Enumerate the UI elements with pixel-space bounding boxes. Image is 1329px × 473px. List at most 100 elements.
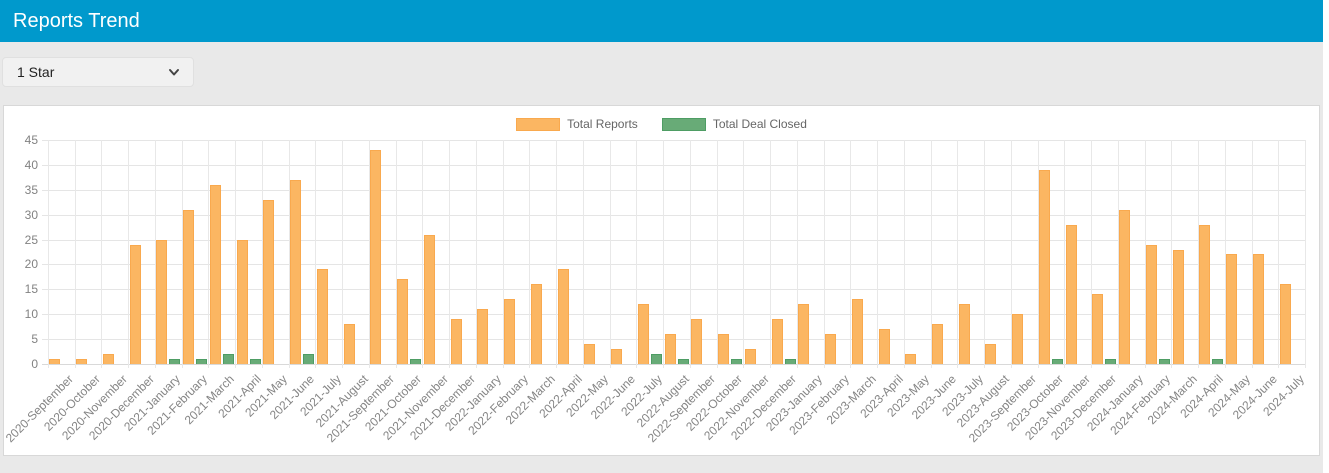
bar-total-reports[interactable] [263, 200, 275, 364]
bar-total-deal-closed[interactable] [650, 354, 662, 364]
bar-total-reports[interactable] [423, 235, 435, 364]
gridline-y [42, 240, 1305, 241]
bar-total-reports[interactable] [1226, 254, 1238, 364]
gridline-y [42, 190, 1305, 191]
bar-total-reports[interactable] [584, 344, 596, 364]
gridline-x [1064, 140, 1065, 368]
bar-total-reports[interactable] [236, 240, 248, 364]
gridline-y [42, 289, 1305, 290]
bar-total-reports[interactable] [370, 150, 382, 364]
bar-total-reports[interactable] [1119, 210, 1131, 364]
gridline-x [743, 140, 744, 368]
gridline-x [984, 140, 985, 368]
bar-total-reports[interactable] [1038, 170, 1050, 364]
bar-total-reports[interactable] [851, 299, 863, 364]
y-axis-tick-label: 30 [24, 208, 38, 222]
gridline-x [262, 140, 263, 368]
legend-label: Total Reports [567, 117, 638, 131]
bar-total-deal-closed[interactable] [1212, 359, 1224, 364]
gridline-x [422, 140, 423, 368]
bar-total-reports[interactable] [557, 269, 569, 364]
gridline-x [369, 140, 370, 368]
bar-total-reports[interactable] [49, 359, 61, 364]
bar-total-reports[interactable] [209, 185, 221, 364]
legend-item-total-reports[interactable]: Total Reports [516, 117, 638, 131]
gridline-y [42, 165, 1305, 166]
bar-total-deal-closed[interactable] [731, 359, 742, 364]
bar-total-reports[interactable] [798, 304, 810, 364]
y-axis-tick-label: 10 [24, 307, 38, 321]
gridline-x [636, 140, 637, 368]
bar-total-deal-closed[interactable] [249, 359, 261, 364]
gridline-x [717, 140, 718, 368]
bar-total-reports[interactable] [397, 279, 409, 364]
total-deal-closed-swatch [661, 117, 706, 131]
y-axis-tick-label: 15 [24, 282, 38, 296]
y-axis-tick-label: 40 [24, 158, 38, 172]
gridline-x [1278, 140, 1279, 368]
bar-total-deal-closed[interactable] [1051, 359, 1063, 364]
gridline-x [1225, 140, 1226, 368]
gridline-x [850, 140, 851, 368]
y-axis-tick-label: 45 [24, 133, 38, 147]
gridline-x [556, 140, 557, 368]
gridline-x [235, 140, 236, 368]
bar-total-deal-closed[interactable] [677, 359, 689, 364]
bar-total-reports[interactable] [1199, 225, 1211, 364]
gridline-y [42, 264, 1305, 265]
bar-total-reports[interactable] [905, 354, 917, 364]
bar-total-deal-closed[interactable] [784, 359, 796, 364]
star-filter-dropdown[interactable]: 1 Star [2, 57, 194, 87]
bar-total-reports[interactable] [825, 334, 836, 364]
bar-total-reports[interactable] [530, 284, 542, 364]
bar-total-reports[interactable] [691, 319, 703, 364]
bar-total-deal-closed[interactable] [1105, 359, 1117, 364]
bar-total-reports[interactable] [878, 329, 890, 364]
y-axis-tick-label: 35 [24, 183, 38, 197]
bar-total-reports[interactable] [1065, 225, 1077, 364]
bar-total-reports[interactable] [129, 245, 141, 364]
bar-total-reports[interactable] [1012, 314, 1024, 364]
chevron-down-icon [167, 65, 181, 79]
bar-total-reports[interactable] [343, 324, 355, 364]
bar-total-reports[interactable] [450, 319, 462, 364]
bar-total-deal-closed[interactable] [410, 359, 422, 364]
bar-total-reports[interactable] [771, 319, 783, 364]
gridline-y [42, 364, 1305, 365]
bar-total-reports[interactable] [1092, 294, 1104, 364]
bar-total-reports[interactable] [504, 299, 515, 364]
bar-total-deal-closed[interactable] [222, 354, 234, 364]
bar-total-reports[interactable] [1279, 284, 1291, 364]
filter-row: 1 Star [0, 42, 1323, 87]
bar-total-reports[interactable] [664, 334, 676, 364]
bar-total-reports[interactable] [985, 344, 997, 364]
bar-total-reports[interactable] [290, 180, 302, 364]
gridline-x [48, 140, 49, 368]
bar-total-deal-closed[interactable] [1158, 359, 1170, 364]
bar-total-reports[interactable] [611, 349, 622, 364]
y-axis-tick-label: 0 [31, 357, 38, 371]
bar-total-deal-closed[interactable] [303, 354, 315, 364]
bar-total-deal-closed[interactable] [196, 359, 208, 364]
bar-total-reports[interactable] [316, 269, 328, 364]
bar-total-reports[interactable] [156, 240, 168, 364]
bar-total-reports[interactable] [931, 324, 943, 364]
bar-total-reports[interactable] [477, 309, 489, 364]
bar-total-reports[interactable] [958, 304, 970, 364]
bar-total-reports[interactable] [1172, 250, 1184, 364]
gridline-x [1198, 140, 1199, 368]
bar-total-reports[interactable] [1145, 245, 1157, 364]
legend-item-total-deal-closed[interactable]: Total Deal Closed [661, 117, 807, 131]
bar-total-deal-closed[interactable] [169, 359, 181, 364]
bar-total-reports[interactable] [744, 349, 756, 364]
bar-total-reports[interactable] [718, 334, 729, 364]
page-title: Reports Trend [13, 9, 140, 32]
gridline-x [75, 140, 76, 368]
bar-total-reports[interactable] [183, 210, 195, 364]
bar-total-reports[interactable] [1252, 254, 1264, 364]
bar-chart: 0 5 10 15 20 25 30 35 40 45 2020-September 2020-Oct… [3, 133, 1317, 453]
bar-total-reports[interactable] [102, 354, 114, 364]
bar-total-reports[interactable] [637, 304, 649, 364]
gridline-x [1145, 140, 1146, 368]
bar-total-reports[interactable] [76, 359, 88, 364]
